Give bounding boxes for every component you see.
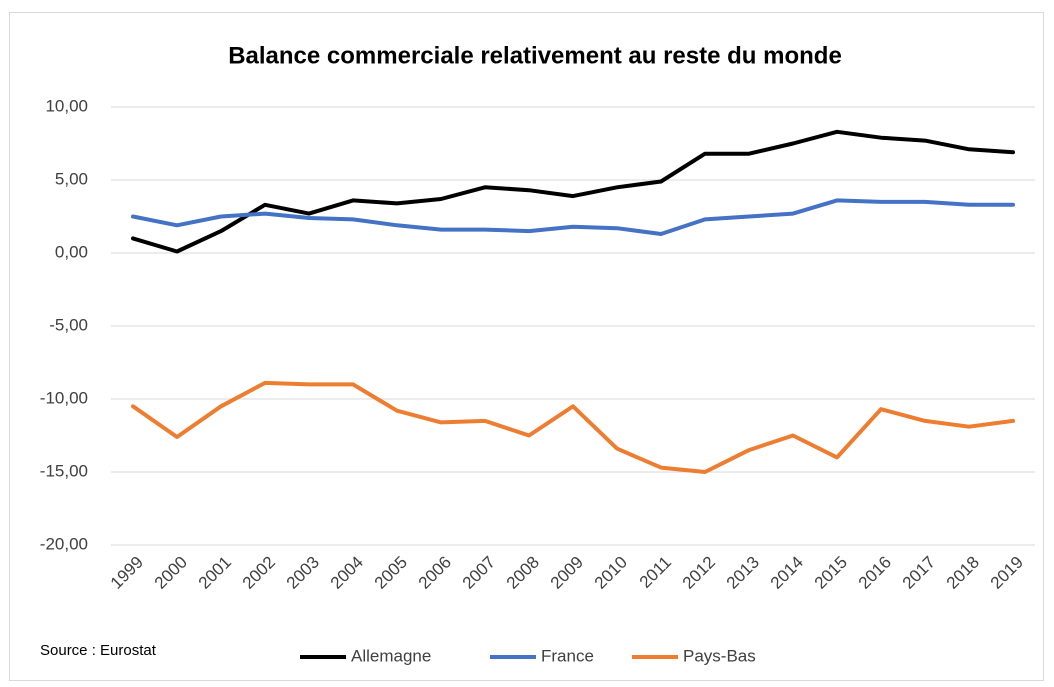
line-series	[131, 380, 1015, 474]
legend-label: France	[541, 646, 594, 665]
y-tick-label: -10,00	[40, 388, 88, 407]
legend-label: Allemagne	[351, 646, 431, 665]
line-series	[131, 198, 1015, 236]
source-note: Source : Eurostat	[40, 642, 157, 659]
y-tick-label: 10,00	[45, 96, 88, 115]
chart-title: Balance commerciale relativement au rest…	[228, 42, 842, 69]
legend-label: Pays-Bas	[683, 646, 756, 665]
y-tick-label: 5,00	[55, 169, 88, 188]
y-tick-label: -5,00	[49, 315, 88, 334]
chart-border	[9, 12, 1044, 681]
y-tick-label: -20,00	[40, 534, 88, 553]
y-tick-label: 0,00	[55, 242, 88, 261]
y-tick-label: -15,00	[40, 461, 88, 480]
line-series	[131, 129, 1015, 254]
